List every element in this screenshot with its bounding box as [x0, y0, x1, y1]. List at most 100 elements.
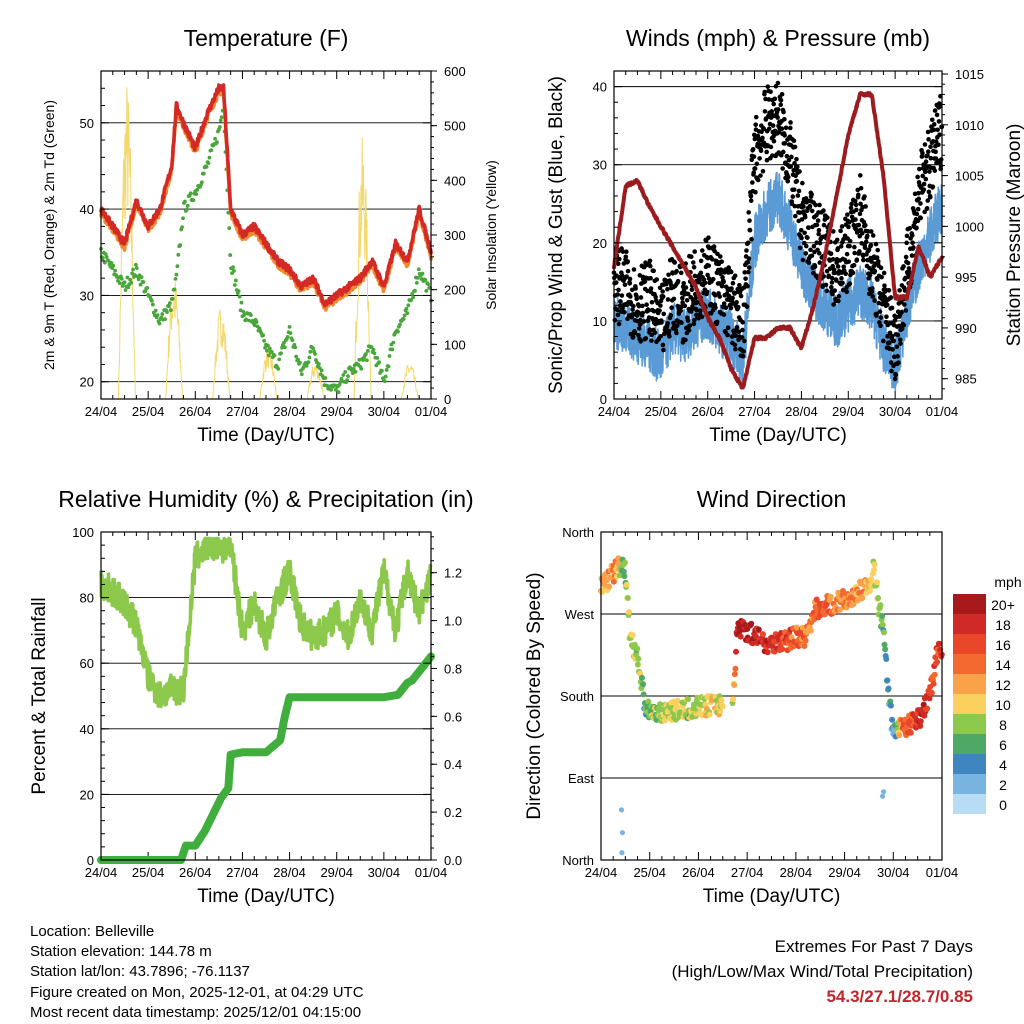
dewpoint-point [204, 164, 209, 169]
gust-point [680, 300, 685, 305]
gust-point [925, 198, 931, 203]
gust-point [792, 144, 798, 150]
gust-point [868, 229, 874, 234]
dewpoint-point [365, 349, 370, 353]
gust-point [742, 270, 748, 275]
gust-point [717, 294, 723, 299]
dewpoint-point [113, 268, 118, 273]
dewpoint-point [353, 369, 358, 374]
gust-point [831, 302, 836, 307]
dewpoint-point [241, 309, 246, 314]
gust-point [736, 329, 742, 335]
gust-point [785, 178, 791, 184]
gust-point [658, 333, 663, 339]
gust-point [753, 189, 758, 195]
gust-point [850, 270, 856, 276]
gust-point [883, 287, 888, 293]
legend-swatch [953, 634, 986, 654]
wind-direction-point [645, 698, 652, 705]
gust-point [646, 308, 651, 313]
gust-point [916, 190, 921, 196]
wind-direction-point [621, 573, 628, 580]
dewpoint-point [336, 390, 341, 395]
gust-point [792, 161, 797, 166]
x-tick-label: 25/04 [633, 865, 666, 880]
wind-direction-point [733, 648, 740, 655]
wind-direction-point [934, 658, 941, 665]
y-axis-title-left: 2m & 9m T (Red, Orange) & 2m Td (Green) [41, 100, 57, 370]
gust-point [834, 278, 839, 283]
wind-direction-point [873, 579, 880, 586]
gust-point [723, 305, 729, 310]
dewpoint-point [254, 320, 259, 324]
gust-point [718, 271, 723, 277]
gust-point [622, 309, 627, 315]
gust-point [817, 260, 823, 265]
y-axis-right: 0.0 0.2 0.4 0.6 0.8 1.0 1.2 [431, 536, 462, 868]
y-right-tick-label: 600 [444, 64, 466, 79]
gust-point [640, 310, 645, 316]
gust-point [898, 341, 903, 346]
gust-point [844, 251, 850, 257]
gust-point [927, 169, 932, 174]
dewpoint-point [163, 317, 168, 322]
dewpoint-point [145, 285, 150, 290]
y-axis-title-right: Station Pressure (Maroon) [1004, 124, 1024, 347]
legend-label: 10 [995, 697, 1011, 713]
dewpoint-point [191, 198, 196, 203]
solar-insolation-spike [306, 364, 325, 400]
gust-point [874, 311, 879, 317]
gust-point [847, 281, 853, 286]
x-tick-label: 27/04 [731, 865, 764, 880]
dewpoint-point [306, 360, 311, 365]
gust-point [874, 255, 880, 260]
gust-point [907, 225, 913, 231]
legend-label: 14 [995, 657, 1011, 673]
y-tick-label: North [562, 853, 594, 868]
legend-swatch [953, 774, 986, 794]
gust-point [782, 133, 787, 138]
gust-point [815, 218, 821, 223]
dewpoint-point [215, 140, 219, 145]
x-tick-label: 25/04 [132, 865, 165, 880]
gust-point [779, 126, 785, 132]
y-axis-left: North East South West North [560, 525, 942, 868]
gust-point [869, 259, 874, 264]
wind-direction-point [658, 706, 665, 713]
dewpoint-point [423, 278, 428, 282]
gust-point [733, 333, 739, 339]
gust-point [764, 157, 770, 163]
wind-direction-point [887, 702, 894, 709]
dewpoint-point [272, 353, 277, 358]
dewpoint-point [319, 368, 324, 373]
dewpoint-point [166, 304, 171, 309]
x-tick-label: 28/04 [780, 865, 813, 880]
y-tick-label: 100 [72, 525, 94, 540]
gust-point [885, 334, 890, 339]
legend-swatch [953, 714, 986, 734]
gust-point [802, 230, 807, 236]
gust-point [816, 231, 821, 237]
y-right-tick-label: 995 [955, 270, 977, 285]
gust-point [791, 138, 797, 144]
gust-point [845, 212, 850, 217]
dewpoint-point [165, 310, 169, 314]
gust-series [611, 80, 945, 382]
gust-point [698, 270, 704, 276]
gust-point [710, 257, 715, 262]
x-axis-title: Time (Day/UTC) [197, 425, 335, 446]
gust-point [729, 334, 735, 339]
gust-point [612, 317, 618, 323]
gust-point [852, 250, 857, 256]
gust-point [697, 278, 702, 283]
gust-point [684, 298, 690, 303]
gust-point [862, 194, 867, 199]
dewpoint-point [184, 207, 189, 212]
gust-point [920, 150, 925, 156]
y-right-tick-label: 0.2 [444, 805, 462, 820]
gust-point [882, 294, 888, 300]
dewpoint-point [232, 283, 237, 287]
gust-point [711, 244, 717, 249]
wind-direction-point [634, 645, 641, 652]
